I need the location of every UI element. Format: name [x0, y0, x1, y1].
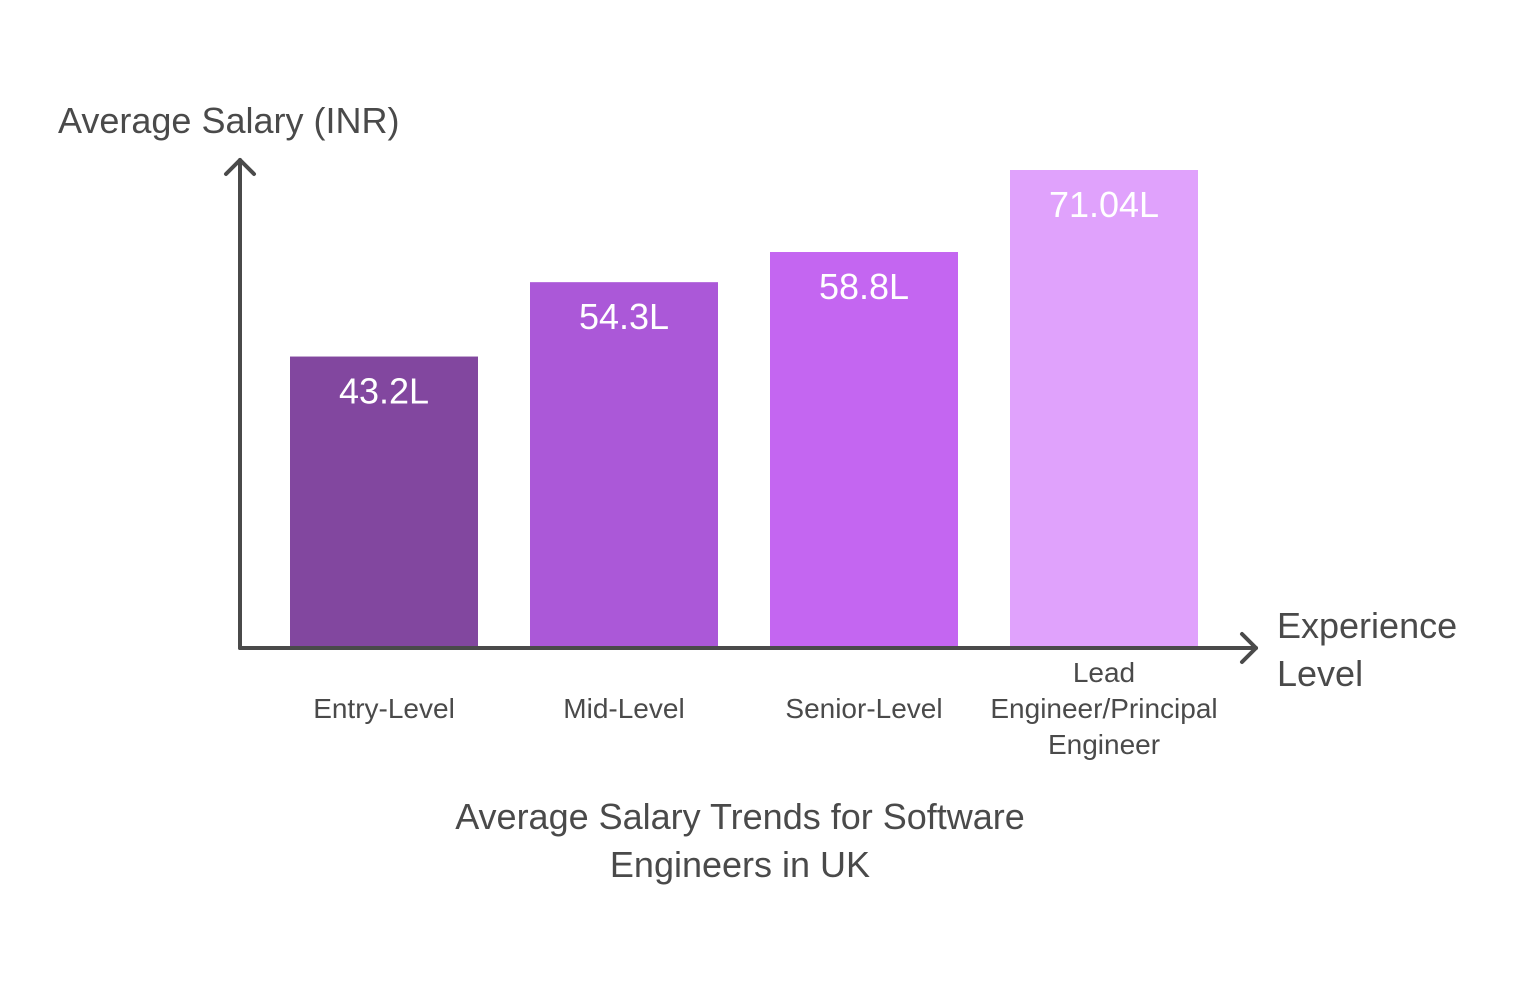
category-labels-group: Entry-Level Mid-Level Senior-Level Lead Engi…: [313, 657, 1217, 760]
chart-title: Average Salary Trends for Software Engine…: [455, 796, 1025, 885]
bar-value-label-3: 58.8L: [819, 266, 909, 307]
category-label-2: Mid-Level: [563, 693, 684, 724]
bar-2: [530, 282, 718, 646]
bar-value-label-2: 54.3L: [579, 296, 669, 337]
bar-3: [770, 252, 958, 646]
value-labels-group: 43.2L 54.3L 58.8L 71.04L: [339, 184, 1159, 412]
bar-4: [1010, 170, 1198, 646]
category-label-4: Lead Engineer/Principal Engineer: [990, 657, 1217, 760]
bar-1: [290, 356, 478, 646]
x-axis-arrowhead: [1240, 632, 1258, 664]
bar-value-label-1: 43.2L: [339, 371, 429, 412]
bars-group: [290, 170, 1198, 646]
bar-value-label-4: 71.04L: [1049, 184, 1159, 225]
category-label-3: Senior-Level: [785, 693, 942, 724]
y-axis-label: Average Salary (INR): [58, 100, 399, 141]
x-axis-label: Experience Level: [1277, 605, 1457, 694]
category-label-1: Entry-Level: [313, 693, 455, 724]
y-axis-arrowhead: [224, 158, 256, 176]
